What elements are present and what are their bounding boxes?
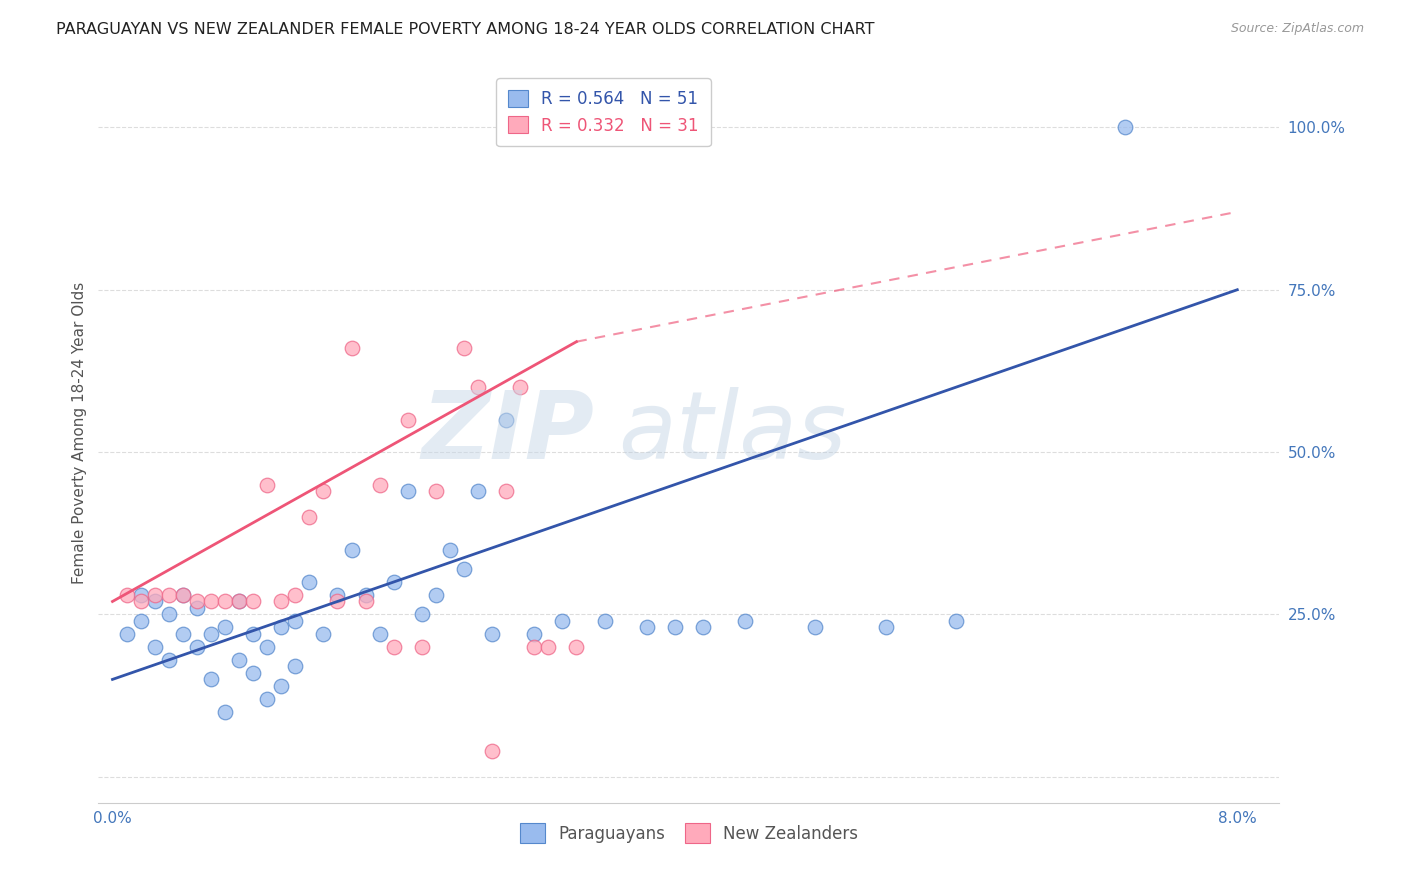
Point <box>298 574 321 589</box>
Point <box>523 627 546 641</box>
Point <box>256 692 278 706</box>
Point <box>172 588 194 602</box>
Point <box>1114 120 1136 135</box>
Point <box>326 594 349 608</box>
Point <box>734 614 756 628</box>
Y-axis label: Female Poverty Among 18-24 Year Olds: Female Poverty Among 18-24 Year Olds <box>72 282 87 583</box>
Point <box>270 679 292 693</box>
Point <box>228 653 250 667</box>
Text: atlas: atlas <box>619 387 846 478</box>
Point <box>481 744 503 758</box>
Text: ZIP: ZIP <box>422 386 595 479</box>
Point <box>157 607 180 622</box>
Point <box>115 627 138 641</box>
Point <box>228 594 250 608</box>
Point <box>284 614 307 628</box>
Point <box>354 588 377 602</box>
Legend: Paraguayans, New Zealanders: Paraguayans, New Zealanders <box>513 816 865 850</box>
Point <box>200 627 222 641</box>
Point <box>804 620 827 634</box>
Point <box>129 588 152 602</box>
Point <box>354 594 377 608</box>
Point <box>382 574 405 589</box>
Point <box>481 627 503 641</box>
Point <box>242 665 264 680</box>
Point <box>396 412 419 426</box>
Point <box>453 562 475 576</box>
Point <box>172 588 194 602</box>
Point <box>256 640 278 654</box>
Point <box>186 640 208 654</box>
Point <box>214 620 236 634</box>
Point <box>467 380 489 394</box>
Point <box>495 412 517 426</box>
Point <box>495 484 517 499</box>
Point <box>340 542 363 557</box>
Point <box>129 614 152 628</box>
Point <box>382 640 405 654</box>
Point <box>157 653 180 667</box>
Point <box>453 341 475 355</box>
Point <box>214 705 236 719</box>
Point <box>157 588 180 602</box>
Point <box>509 380 531 394</box>
Point <box>537 640 560 654</box>
Point <box>945 614 967 628</box>
Point <box>228 594 250 608</box>
Point <box>664 620 686 634</box>
Point <box>270 620 292 634</box>
Point <box>467 484 489 499</box>
Point <box>565 640 588 654</box>
Point <box>368 627 391 641</box>
Point <box>411 640 433 654</box>
Point <box>636 620 658 634</box>
Point <box>425 588 447 602</box>
Point <box>129 594 152 608</box>
Point <box>270 594 292 608</box>
Point <box>593 614 616 628</box>
Point <box>411 607 433 622</box>
Point <box>326 588 349 602</box>
Point <box>115 588 138 602</box>
Point <box>186 601 208 615</box>
Point <box>692 620 714 634</box>
Point <box>425 484 447 499</box>
Text: PARAGUAYAN VS NEW ZEALANDER FEMALE POVERTY AMONG 18-24 YEAR OLDS CORRELATION CHA: PARAGUAYAN VS NEW ZEALANDER FEMALE POVER… <box>56 22 875 37</box>
Point <box>143 588 166 602</box>
Point <box>396 484 419 499</box>
Point <box>340 341 363 355</box>
Point <box>256 477 278 491</box>
Point <box>298 510 321 524</box>
Text: Source: ZipAtlas.com: Source: ZipAtlas.com <box>1230 22 1364 36</box>
Point <box>551 614 574 628</box>
Point <box>172 627 194 641</box>
Point <box>312 484 335 499</box>
Point <box>284 659 307 673</box>
Point <box>200 594 222 608</box>
Point <box>214 594 236 608</box>
Point <box>186 594 208 608</box>
Point <box>242 627 264 641</box>
Point <box>439 542 461 557</box>
Point <box>523 640 546 654</box>
Point <box>242 594 264 608</box>
Point <box>143 594 166 608</box>
Point <box>312 627 335 641</box>
Point <box>143 640 166 654</box>
Point <box>284 588 307 602</box>
Point <box>875 620 897 634</box>
Point <box>200 673 222 687</box>
Point <box>368 477 391 491</box>
